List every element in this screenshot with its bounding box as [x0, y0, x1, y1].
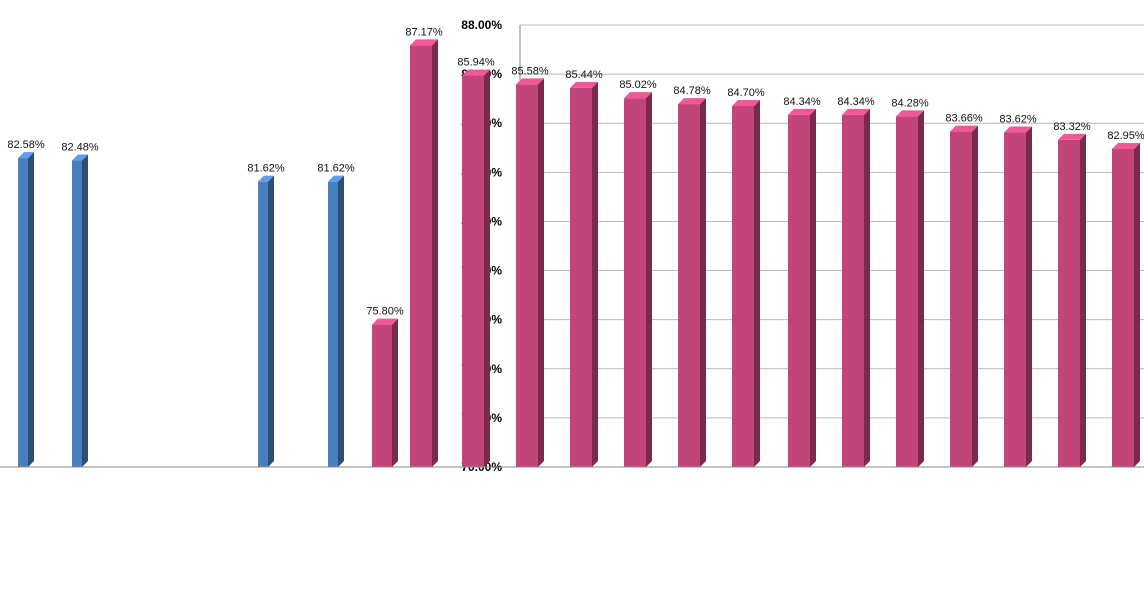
- bar-side: [918, 110, 924, 467]
- bar-side: [1026, 126, 1032, 467]
- bar: [678, 104, 700, 468]
- data-label: 84.70%: [727, 87, 765, 99]
- data-label: 85.94%: [457, 57, 495, 69]
- bar: [258, 181, 268, 468]
- bar-side: [432, 39, 438, 468]
- bar-top: [462, 69, 490, 76]
- bar-top: [72, 154, 88, 161]
- bar: [1058, 139, 1080, 468]
- bar: [372, 324, 392, 467]
- bar-side: [484, 69, 490, 467]
- data-label: 84.34%: [837, 96, 875, 108]
- bar-side: [810, 108, 816, 467]
- data-label: 82.58%: [7, 139, 45, 151]
- data-label: 81.62%: [317, 163, 355, 175]
- data-label: 83.66%: [945, 113, 983, 125]
- bar: [624, 98, 646, 468]
- bar: [1004, 132, 1026, 467]
- bar-top: [950, 125, 978, 132]
- bar-side: [82, 154, 88, 467]
- bar: [788, 114, 810, 467]
- data-label: 81.62%: [247, 163, 285, 175]
- bar: [1112, 149, 1134, 467]
- bar-top: [328, 175, 344, 182]
- bar-side: [392, 318, 398, 467]
- bar-top: [1112, 143, 1140, 150]
- bar-top: [410, 39, 438, 46]
- bar-side: [864, 108, 870, 467]
- bar: [950, 131, 972, 467]
- bar-top: [896, 110, 924, 117]
- data-label: 75.80%: [366, 306, 404, 318]
- bar: [732, 106, 754, 468]
- bar: [410, 45, 432, 468]
- bar: [18, 158, 28, 467]
- bar-side: [1080, 133, 1086, 468]
- bar-top: [258, 175, 274, 182]
- y-tick-label: 88.00%: [461, 18, 502, 32]
- data-label: 85.02%: [619, 79, 657, 91]
- bar-top: [842, 108, 870, 115]
- bar-top: [570, 81, 598, 88]
- data-label: 84.28%: [891, 97, 929, 109]
- bar-top: [516, 78, 544, 85]
- bar-top: [788, 108, 816, 115]
- data-label: 87.17%: [405, 26, 443, 38]
- bar: [842, 114, 864, 467]
- bar-side: [538, 78, 544, 468]
- bar-side: [268, 175, 274, 468]
- bar: [72, 160, 82, 467]
- data-label: 83.32%: [1053, 121, 1091, 133]
- bar: [570, 87, 592, 468]
- bar-side: [1134, 143, 1140, 467]
- bar-top: [624, 92, 652, 99]
- data-label: 85.44%: [565, 69, 603, 81]
- bar-top: [678, 98, 706, 105]
- data-label: 82.48%: [61, 142, 99, 154]
- bar-top: [1004, 126, 1032, 133]
- data-label: 84.78%: [673, 85, 711, 97]
- bar: [462, 75, 484, 467]
- bar-top: [1058, 133, 1086, 140]
- bar-top: [18, 152, 34, 159]
- bar-side: [592, 81, 598, 468]
- bar-top: [732, 100, 760, 107]
- bar-side: [754, 100, 760, 468]
- data-label: 83.62%: [999, 114, 1037, 126]
- data-label: 85.58%: [511, 65, 549, 77]
- bar: [328, 181, 338, 468]
- bar-top: [372, 318, 398, 325]
- bar-side: [28, 152, 34, 467]
- bar-side: [646, 92, 652, 468]
- data-label: 82.95%: [1107, 130, 1144, 142]
- bar: [896, 116, 918, 467]
- bar-side: [700, 98, 706, 468]
- data-label: 84.34%: [783, 96, 821, 108]
- bar-side: [338, 175, 344, 468]
- bar-side: [972, 125, 978, 468]
- bar: [516, 84, 538, 468]
